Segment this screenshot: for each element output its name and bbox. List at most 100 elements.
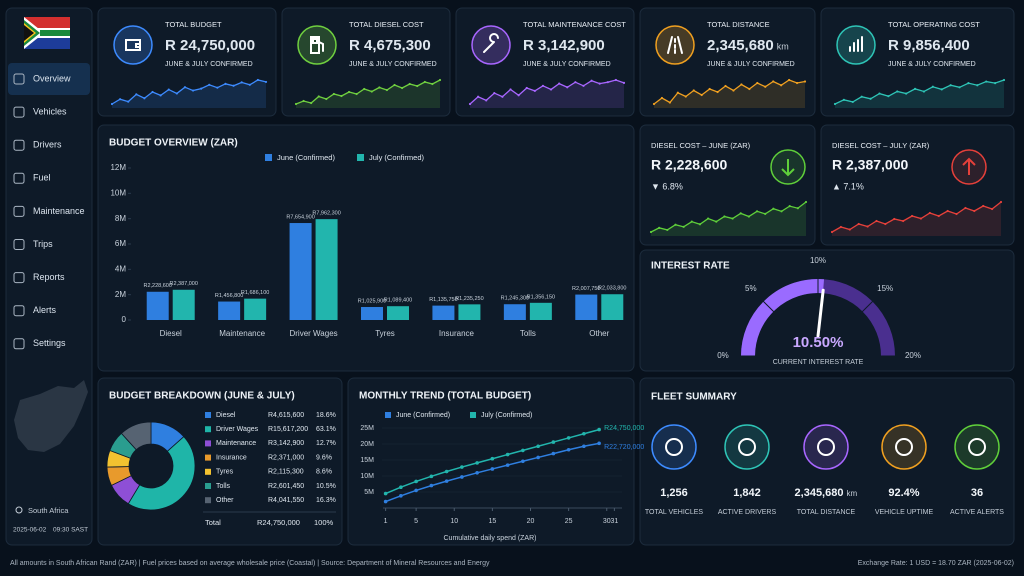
panel [455,7,635,117]
y-tick-label: 15M [360,457,374,464]
value-label: R1,356,150 [527,294,555,300]
fleet-icon [954,424,1000,470]
legend-value: R3,142,900 [268,440,304,447]
sparkline-dot [159,94,162,97]
bar [458,304,481,320]
sparkline-dot [525,86,528,90]
legend-label: Tyres [216,469,234,476]
sparkline [469,79,625,105]
sparkline-dot [919,217,923,220]
sparkline-dot [690,220,693,223]
x-tick-label: 10 [450,518,458,525]
fleet-label: ACTIVE DRIVERS [718,509,777,516]
fleet-glyph [895,438,913,456]
line-point [597,441,601,446]
y-tick-label: 10M [360,473,374,480]
fleet-value: 36 [971,487,983,499]
sparkline-dot [830,230,834,234]
sparkline-dot [756,81,759,85]
gauge-tick [861,300,874,313]
panel [639,124,816,246]
kpi-unit: km [777,41,789,51]
kpi-label: TOTAL DIESEL COST [349,20,424,29]
line-point [490,456,495,461]
nav-item[interactable]: Trips [33,239,53,249]
sparkline-dot [999,200,1003,204]
sparkline-dot [902,219,905,223]
legend-percent: 16.3% [316,497,336,504]
gauge-tick [762,300,775,313]
x-tick-label: 25 [565,518,573,525]
panel [820,124,1015,246]
y-tick-label: 10M [110,188,126,197]
end-label: R24,750,000 [604,425,644,432]
fleet-unit: km [846,489,857,498]
sparkline-dot [676,91,679,94]
x-tick-label: 31 [610,518,618,525]
sparkline-dot [869,97,872,100]
fleet-icon [803,424,849,470]
legend-label: Maintenance [216,440,256,447]
sparkline-dot [232,84,235,87]
nav-item[interactable]: Overview [33,73,71,83]
line-point [521,459,525,464]
value-label: R7,962,300 [312,211,340,217]
fleet-icon [881,424,927,470]
sparkline-dot [833,102,837,106]
nav-icon [13,139,25,151]
line-point [566,447,571,452]
fleet-label: ACTIVE ALERTS [950,509,1004,516]
donut-slice [127,436,196,511]
bar [601,294,624,320]
bar [315,219,338,320]
nav-active [8,63,90,95]
flag [24,17,70,49]
sparkline [650,201,807,233]
nav-item[interactable]: Fuel [33,173,51,183]
nav-icon [13,73,25,85]
line-point [536,455,540,460]
sparkline [831,201,1002,233]
legend-label: June (Confirmed) [277,153,335,162]
sparkline-dot [408,82,411,86]
sparkline-dot [973,209,976,213]
nav-item[interactable]: Settings [33,338,66,348]
value-label: R1,235,250 [455,296,483,302]
location: South Africa [28,506,69,515]
gauge-tick-label: 5% [745,284,757,293]
y-tick-label: 5M [364,489,374,496]
sparkline-dot [946,209,949,213]
nav-item[interactable]: Alerts [33,305,57,315]
nav-item[interactable]: Maintenance [33,206,85,216]
sparkline-area [835,80,1004,108]
chart-title: INTEREST RATE [651,261,730,272]
time: 09:30 SAST [53,527,88,534]
nav-item[interactable]: Reports [33,272,65,282]
legend-swatch [265,154,272,161]
nav-item[interactable]: Drivers [33,140,62,150]
sparkline-dot [485,99,488,102]
sparkline-area [651,202,806,236]
sparkline-dot [955,212,958,216]
sparkline-dot [541,84,545,87]
line-point [414,479,418,484]
value-label: R1,245,300 [501,296,529,302]
sparkline-dot [649,230,653,234]
nav-icon [13,272,25,284]
sparkline-dot [119,98,122,101]
sparkline-dot [668,101,671,104]
y-tick-label: 12M [110,163,126,172]
x-tick-label: 1 [384,518,388,525]
sparkline-dot [803,80,807,83]
x-tick-label: Maintenance [219,329,265,338]
legend-label: Tolls [216,483,231,490]
sparkline-dot [200,87,203,90]
legend-swatch [357,154,364,161]
card-title: DIESEL COST – JULY (ZAR) [832,141,930,150]
sparkline-dot [216,86,219,89]
nav-item[interactable]: Vehicles [33,106,67,116]
value-label: R2,007,750 [572,286,600,292]
sparkline-dot [755,210,759,213]
line-point [551,440,556,444]
line-point [490,467,495,471]
